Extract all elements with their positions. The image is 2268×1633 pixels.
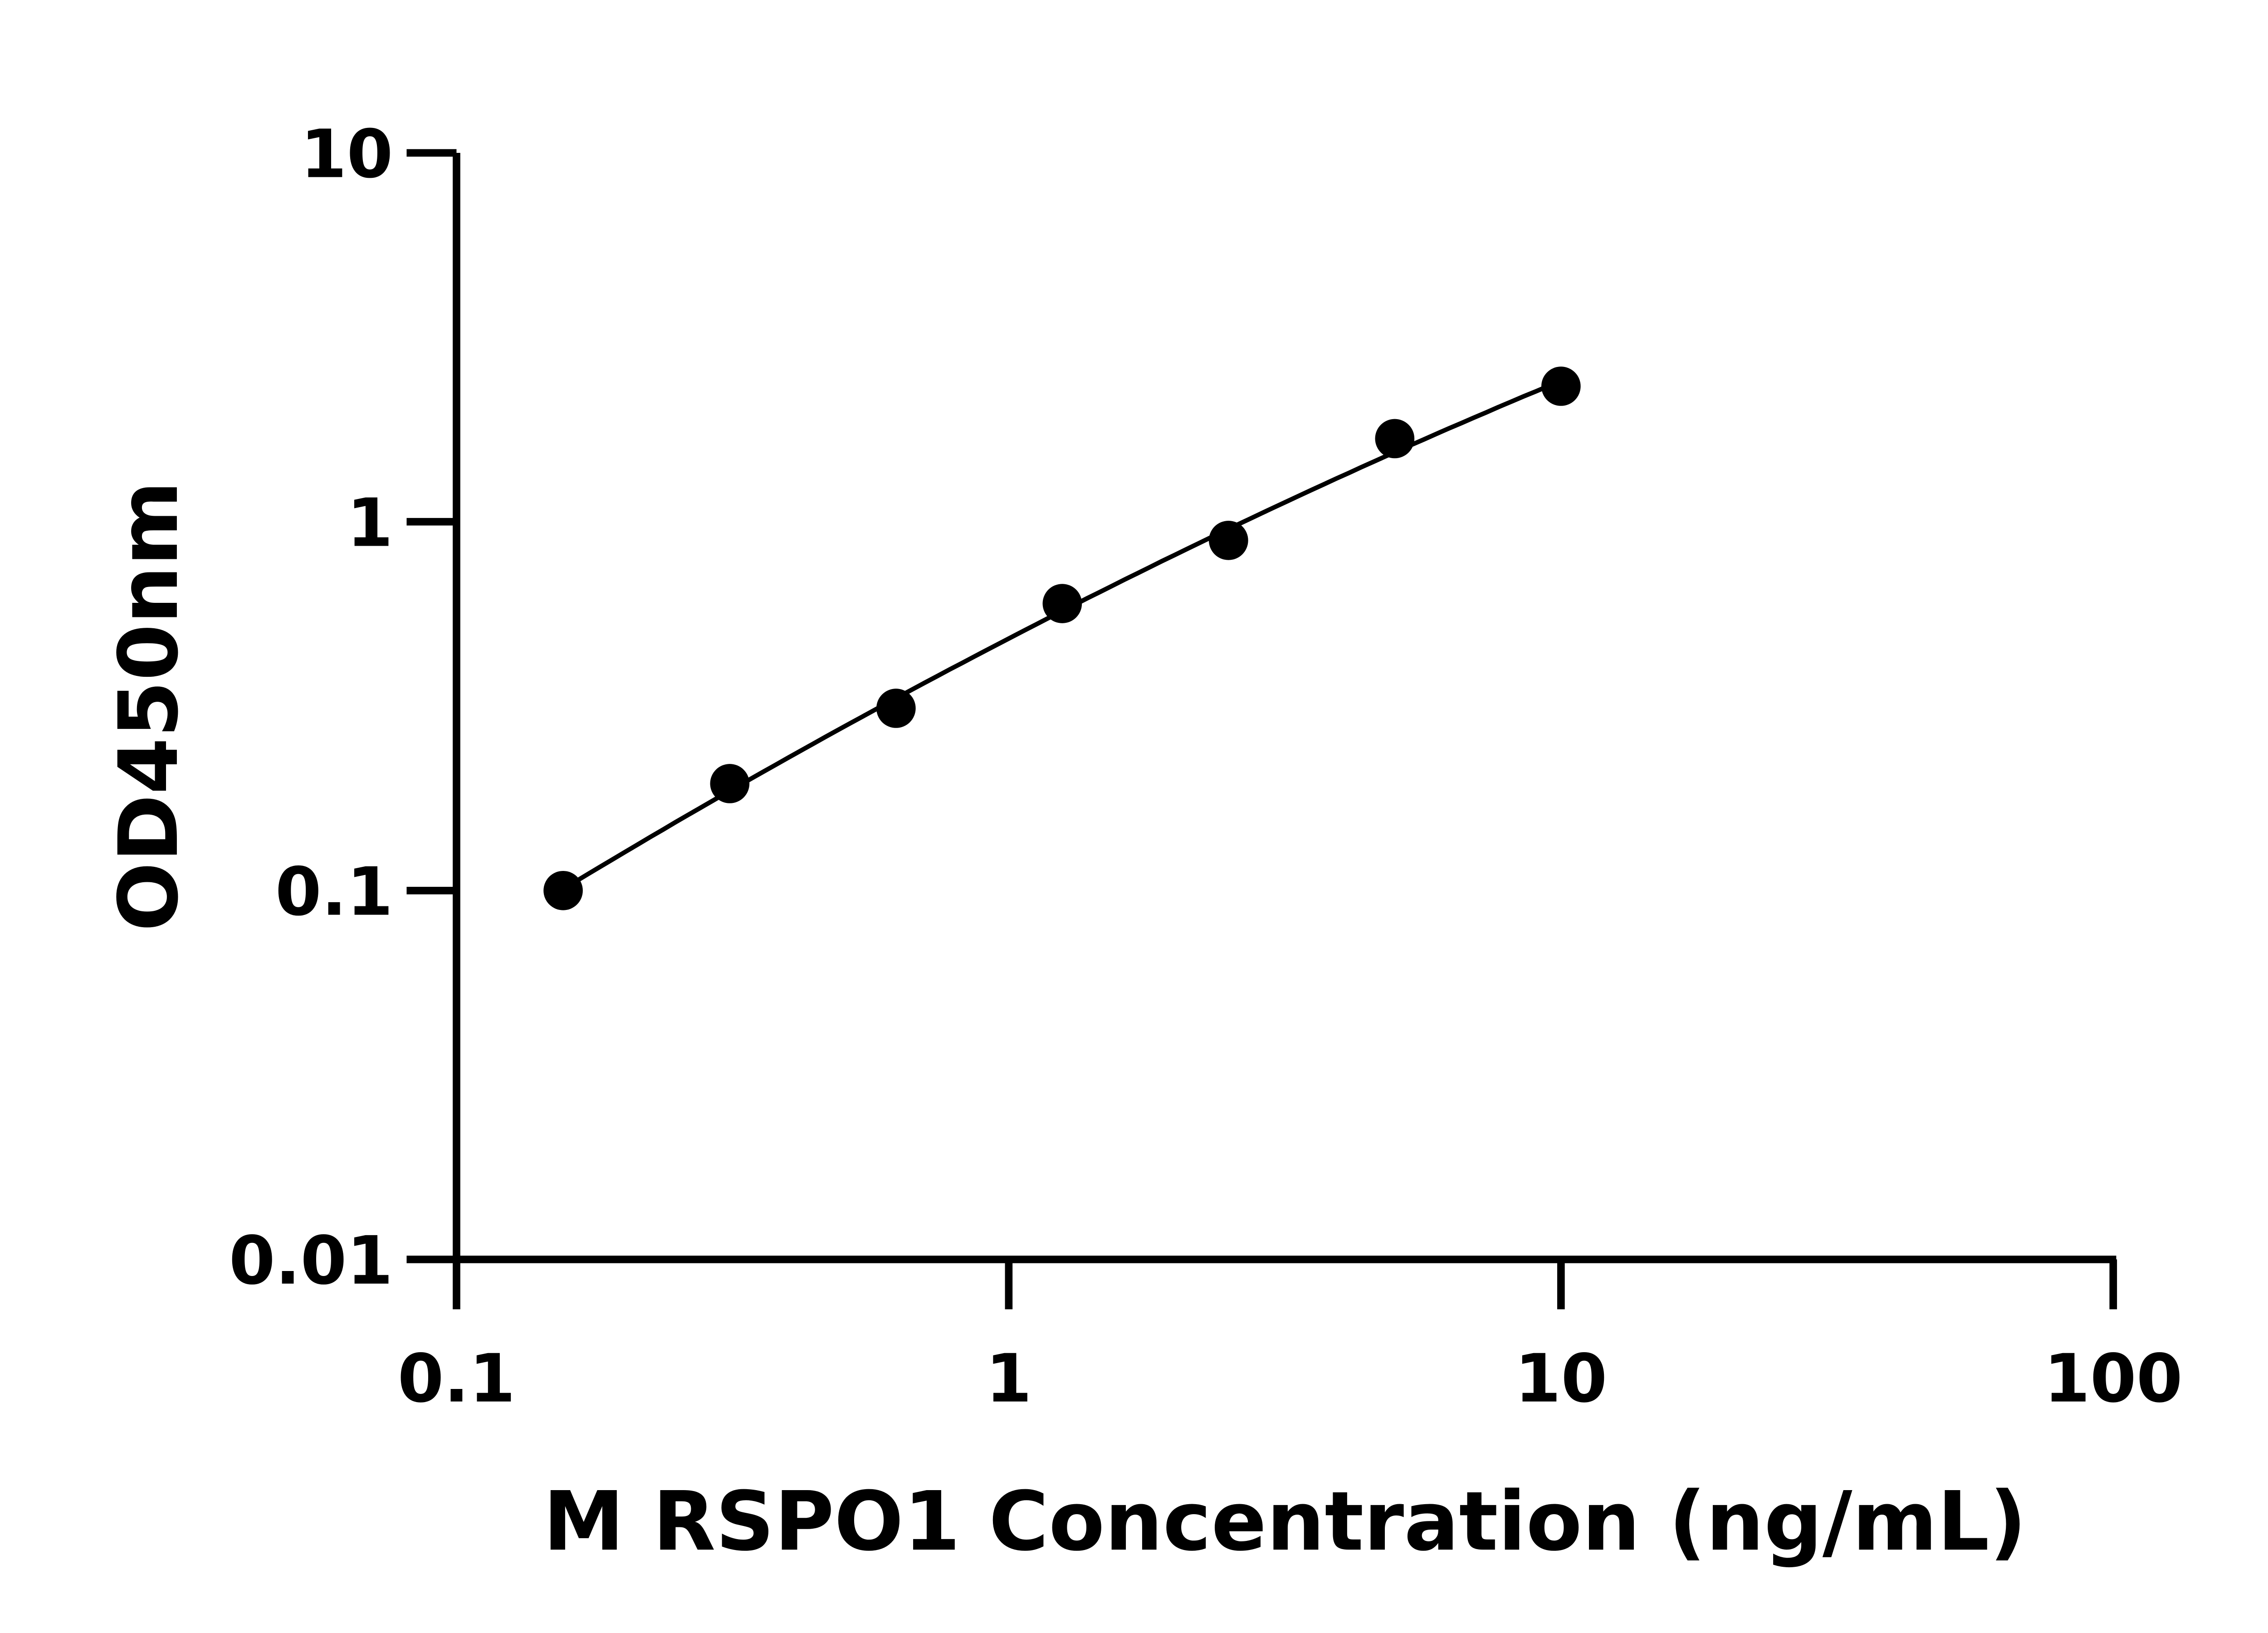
y-tick-label: 0.01 (229, 1222, 393, 1300)
data-point (710, 764, 750, 803)
data-point (1042, 584, 1082, 623)
data-point (1541, 367, 1581, 406)
y-axis-label: OD450nm (102, 481, 196, 932)
data-point (543, 870, 583, 910)
y-tick-label: 0.1 (275, 853, 393, 931)
data-points (543, 367, 1581, 910)
x-axis-label: M RSPO1 Concentration (ng/mL) (543, 1474, 2027, 1569)
y-tick-label: 1 (347, 484, 393, 562)
x-tick-label: 0.1 (398, 1340, 516, 1418)
fit-curve-group (562, 378, 1562, 891)
x-tick-label: 1 (986, 1340, 1032, 1418)
y-tick-label: 10 (300, 115, 393, 193)
data-point (876, 689, 916, 728)
fit-curve (562, 378, 1562, 891)
data-point (1209, 520, 1248, 560)
x-tick-label: 10 (1515, 1340, 1607, 1418)
x-tick-label: 100 (2044, 1340, 2183, 1418)
data-point (1375, 419, 1415, 459)
